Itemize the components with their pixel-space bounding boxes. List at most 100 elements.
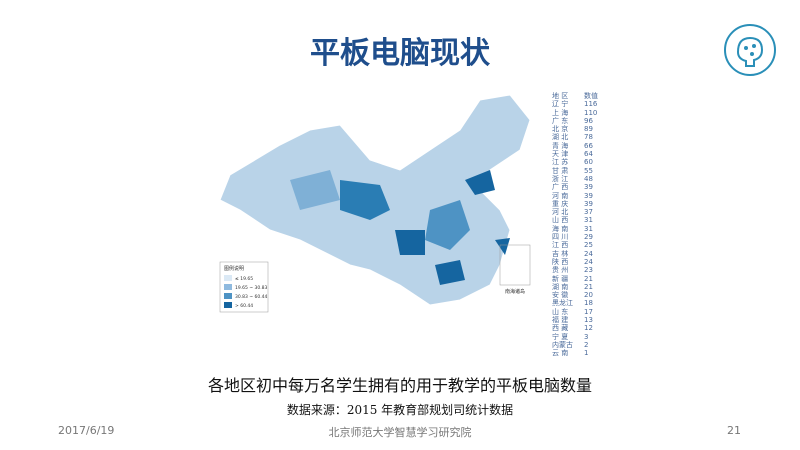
table-row-cell: 55 <box>584 166 593 175</box>
table-row: 江 苏 60 <box>552 158 598 166</box>
table-row-cell: 18 <box>584 299 593 308</box>
legend-label: > 60.44 <box>235 303 253 309</box>
table-row: 福 建 13 <box>552 316 598 324</box>
table-row: 河 南 39 <box>552 192 598 200</box>
table-row-cell: 37 <box>584 208 593 217</box>
legend-swatch <box>224 293 232 299</box>
table-row-cell: 12 <box>584 324 593 333</box>
table-row: 四 川 29 <box>552 233 598 241</box>
table-row: 西 藏 12 <box>552 324 598 332</box>
table-row-cell: 贵 州 <box>552 266 569 275</box>
table-row: 河 北 37 <box>552 208 598 216</box>
table-row: 宁 夏 3 <box>552 333 598 341</box>
table-row-cell: 吉 林 <box>552 249 569 258</box>
table-row: 广 西 39 <box>552 183 598 191</box>
table-row-cell: 39 <box>584 191 593 200</box>
table-row: 内蒙古 2 <box>552 341 598 349</box>
table-row-cell: 13 <box>584 316 593 325</box>
footer-page: 21 <box>727 424 741 437</box>
table-row-cell: 安 徽 <box>552 291 569 300</box>
table-row: 黑龙江 18 <box>552 299 598 307</box>
table-row-cell: 29 <box>584 233 593 242</box>
slide-title: 平板电脑现状 <box>310 36 490 71</box>
table-row: 云 南 1 <box>552 349 598 357</box>
table-row-cell: 39 <box>584 183 593 192</box>
table-row-cell: 辽 宁 <box>552 100 569 109</box>
logo <box>724 24 776 76</box>
table-row-cell: 78 <box>584 133 593 142</box>
table-row-cell: 39 <box>584 199 593 208</box>
table-row-cell: 江 西 <box>552 241 569 250</box>
table-row-cell: 48 <box>584 174 593 183</box>
table-header: 地 区 数值 <box>552 92 598 100</box>
legend-swatch <box>224 275 232 281</box>
table-row: 辽 宁 116 <box>552 100 598 108</box>
legend-label: ≤ 19.65 <box>235 276 253 282</box>
table-row-cell: 湖 北 <box>552 133 569 142</box>
table-row-cell: 21 <box>584 282 593 291</box>
table-row-cell: 山 西 <box>552 216 569 225</box>
table-header-cell: 数值 <box>584 92 598 100</box>
table-row-cell: 新 疆 <box>552 274 569 283</box>
table-row-cell: 20 <box>584 291 593 300</box>
table-row: 北 京 89 <box>552 125 598 133</box>
table-row-cell: 23 <box>584 266 593 275</box>
table-row-cell: 陕 西 <box>552 257 569 266</box>
table-row-cell: 重 庆 <box>552 199 569 208</box>
table-row-cell: 31 <box>584 224 593 233</box>
footer-organization: 北京师范大学智慧学习研究院 <box>328 426 472 439</box>
legend-label: 30.83 ~ 60.44 <box>235 294 268 300</box>
choropleth-map: 南海诸岛 图例说明 ≤ 19.65 19.65 ~ 30.83 30.83 ~ 60… <box>219 94 531 313</box>
caption: 各地区初中每万名学生拥有的用于教学的平板电脑数量 <box>207 376 592 395</box>
table-row-cell: 21 <box>584 274 593 283</box>
table-row-cell: 1 <box>584 349 589 358</box>
table-row-cell: 66 <box>584 141 593 150</box>
legend-swatch <box>224 284 232 290</box>
table-row: 青 海 66 <box>552 142 598 150</box>
table-row-cell: 福 建 <box>552 316 569 325</box>
table-row: 山 东 17 <box>552 308 598 316</box>
table-row-cell: 江 苏 <box>552 158 569 167</box>
table-row: 贵 州 23 <box>552 266 598 274</box>
table-row-cell: 60 <box>584 158 593 167</box>
table-row-cell: 89 <box>584 125 593 134</box>
table-row-cell: 天 津 <box>552 150 569 159</box>
table-row-cell: 湖 南 <box>552 282 569 291</box>
table-row-cell: 西 藏 <box>552 324 569 333</box>
table-row: 重 庆 39 <box>552 200 598 208</box>
table-row-cell: 山 东 <box>552 307 569 316</box>
table-row: 新 疆 21 <box>552 275 598 283</box>
table-row-cell: 31 <box>584 216 593 225</box>
table-row-cell: 内蒙古 <box>552 340 573 349</box>
table-row: 吉 林 24 <box>552 250 598 258</box>
inset-label: 南海诸岛 <box>505 288 525 295</box>
footer-date: 2017/6/19 <box>58 424 115 437</box>
legend-title: 图例说明 <box>224 265 244 272</box>
table-row: 山 西 31 <box>552 216 598 224</box>
table-row: 天 津 64 <box>552 150 598 158</box>
table-row-cell: 甘 肃 <box>552 166 569 175</box>
table-row: 江 西 25 <box>552 241 598 249</box>
table-row: 广 东 96 <box>552 117 598 125</box>
table-row-cell: 浙 江 <box>552 174 569 183</box>
table-row-cell: 河 北 <box>552 208 569 217</box>
table-row-cell: 北 京 <box>552 125 569 134</box>
table-header-cell: 地 区 <box>552 92 569 100</box>
legend-label: 19.65 ~ 30.83 <box>235 285 268 291</box>
table-row: 海 南 31 <box>552 225 598 233</box>
table-row: 湖 南 21 <box>552 283 598 291</box>
table-row-cell: 96 <box>584 116 593 125</box>
table-row: 陕 西 24 <box>552 258 598 266</box>
table-row-cell: 17 <box>584 307 593 316</box>
source-note: 数据来源：2015 年教育部规划司统计数据 <box>286 403 514 417</box>
legend: ≤ 19.65 19.65 ~ 30.83 30.83 ~ 60.44 > 60.44 <box>224 275 268 309</box>
table-row-cell: 海 南 <box>552 224 569 233</box>
legend-swatch <box>224 302 232 308</box>
table-row: 安 徽 20 <box>552 291 598 299</box>
table-row-cell: 24 <box>584 249 593 258</box>
table-row-cell: 110 <box>584 108 598 117</box>
table-row-cell: 广 东 <box>552 116 569 125</box>
table-row-cell: 116 <box>584 100 598 109</box>
table-row-cell: 2 <box>584 340 589 349</box>
